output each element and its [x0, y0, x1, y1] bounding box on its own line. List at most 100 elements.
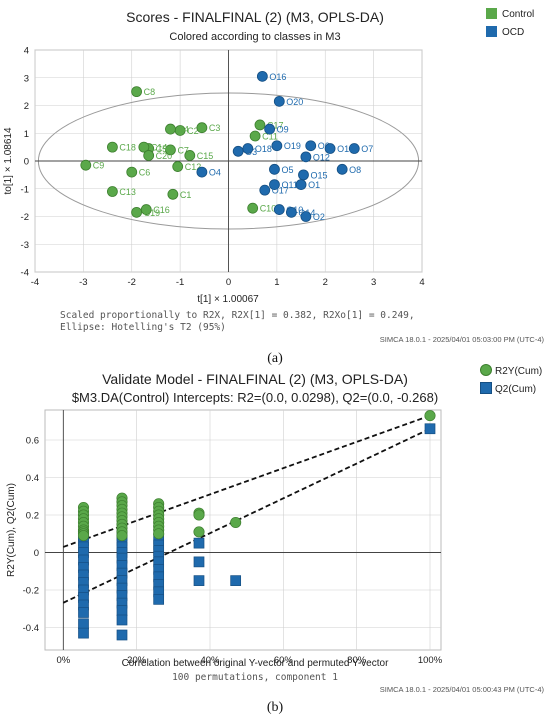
panel-a-footnote-1: Scaled proportionally to R2X, R2X[1] = 0… — [60, 310, 415, 321]
score-point-C18 — [107, 141, 118, 153]
score-point-O19 — [271, 140, 283, 152]
legend-label-control: Control — [502, 9, 534, 20]
score-label-O1: O1 — [308, 180, 320, 190]
score-label-C13: C13 — [119, 187, 136, 197]
score-point-O12 — [300, 151, 312, 163]
panel-b-points — [77, 410, 436, 641]
q2-point-11 — [78, 607, 89, 618]
score-point-C6 — [126, 166, 138, 178]
legend-swatch-control — [486, 8, 497, 19]
panel-b-title: Validate Model - FINALFINAL (2) (M3, OPL… — [102, 371, 408, 387]
score-point-C17 — [254, 119, 266, 131]
score-label-C9: C9 — [93, 161, 105, 171]
score-label-O6: O6 — [318, 141, 330, 151]
score-label-C6: C6 — [139, 168, 151, 178]
score-point-O10 — [273, 204, 285, 215]
a-ytick-4: 0 — [24, 157, 29, 168]
panel-a-subtitle: Colored according to classes in M3 — [169, 31, 340, 43]
a-ytick-1: -3 — [21, 240, 29, 251]
panel-b-y-axis-label: R2Y(Cum), Q2(Cum) — [6, 483, 17, 577]
score-point-C12 — [172, 161, 184, 172]
q2-point-41 — [230, 575, 242, 586]
panel-a-y-axis-label: to[1] × 1.08614 — [3, 127, 14, 194]
a-xtick-6: 2 — [323, 277, 328, 288]
score-point-C11 — [249, 130, 261, 142]
score-label-O4: O4 — [209, 168, 221, 178]
score-label-O16: O16 — [269, 72, 286, 82]
score-label-O17: O17 — [272, 186, 289, 196]
score-point-C9 — [80, 159, 92, 171]
a-ytick-7: 3 — [24, 73, 29, 84]
a-ytick-5: 1 — [24, 129, 29, 140]
score-point-O15 — [298, 169, 309, 181]
score-label-O11: O11 — [281, 180, 297, 190]
score-point-O14 — [285, 206, 297, 218]
score-label-C12: C12 — [185, 162, 202, 172]
b-xtick-1: 20% — [127, 655, 147, 666]
score-point-C4 — [165, 123, 176, 135]
panel-b-ticks: 0% 20% 40% 60% 80% 100% -0.4 -0.2 0 0.2 0.4 0.6 — [23, 436, 443, 667]
panel-b-footnote: 100 permutations, component 1 — [172, 672, 338, 683]
q2-point-13 — [78, 627, 89, 639]
legend-label-ocd: OCD — [502, 27, 524, 38]
score-point-O6 — [305, 140, 317, 152]
score-label-O14: O14 — [298, 208, 315, 218]
panel-b-timestamp: SIMCA 18.0.1 - 2025/04/01 05:00:43 PM (U… — [380, 685, 545, 694]
score-point-C15 — [184, 150, 196, 161]
legend-swatch-ocd — [486, 26, 497, 37]
score-label-C18: C18 — [119, 143, 136, 153]
panel-a-x-axis-label: t[1] × 1.00067 — [197, 294, 259, 305]
b-xtick-3: 60% — [274, 655, 294, 666]
r2y-point-32 — [193, 526, 205, 538]
score-label-C3: C3 — [209, 123, 221, 133]
score-label-C1: C1 — [180, 190, 192, 200]
score-label-O20: O20 — [286, 97, 303, 107]
a-xtick-0: -4 — [31, 277, 39, 288]
a-xtick-5: 1 — [274, 277, 279, 288]
legend-marker-q2 — [480, 382, 492, 394]
score-label-C17: C17 — [267, 120, 284, 130]
q2-point-27 — [116, 629, 128, 641]
b-ytick-2: 0 — [34, 548, 39, 559]
a-ytick-0: -4 — [21, 268, 29, 279]
score-point-O17 — [259, 184, 271, 196]
a-xtick-2: -2 — [128, 277, 136, 288]
score-label-O19: O19 — [284, 141, 301, 151]
legend-label-r2y: R2Y(Cum) — [495, 366, 542, 377]
score-label-C14: C14 — [151, 143, 168, 153]
score-label-O9: O9 — [277, 125, 289, 135]
a-ytick-2: -2 — [21, 212, 29, 223]
a-ytick-3: -1 — [21, 184, 29, 195]
score-label-C11: C11 — [262, 132, 278, 142]
b-ytick-4: 0.4 — [26, 473, 39, 484]
a-ytick-8: 4 — [24, 46, 29, 57]
score-label-O12: O12 — [313, 152, 330, 162]
r2y-point-9 — [77, 530, 90, 542]
score-label-C15: C15 — [197, 151, 214, 161]
score-label-C5: C5 — [156, 144, 168, 154]
b-ytick-3: 0.2 — [26, 511, 39, 522]
b-ytick-5: 0.6 — [26, 436, 39, 447]
score-point-C16 — [140, 204, 152, 215]
b-xtick-5: 100% — [418, 655, 443, 666]
score-point-O2 — [300, 211, 312, 222]
legend-marker-r2y — [480, 364, 492, 376]
score-point-C10 — [247, 202, 259, 214]
score-label-O13: O13 — [337, 144, 354, 154]
r2y-point-20 — [116, 530, 128, 542]
q2-point-39 — [193, 556, 205, 568]
panel-a-timestamp: SIMCA 18.0.1 - 2025/04/01 05:03:00 PM (U… — [380, 335, 545, 344]
score-label-O2: O2 — [313, 212, 325, 222]
q2-point-12 — [78, 618, 89, 630]
panel-a-legend: Control OCD — [486, 8, 534, 38]
panel-b-legend: R2Y(Cum) Q2(Cum) — [480, 364, 542, 395]
score-label-O7: O7 — [361, 144, 373, 154]
q2-point-42 — [424, 423, 436, 435]
score-label-O15: O15 — [310, 170, 327, 180]
score-point-C20 — [143, 150, 155, 161]
score-point-C14 — [138, 141, 150, 153]
a-xtick-4: 0 — [226, 277, 231, 288]
legend-label-q2: Q2(Cum) — [495, 384, 536, 395]
